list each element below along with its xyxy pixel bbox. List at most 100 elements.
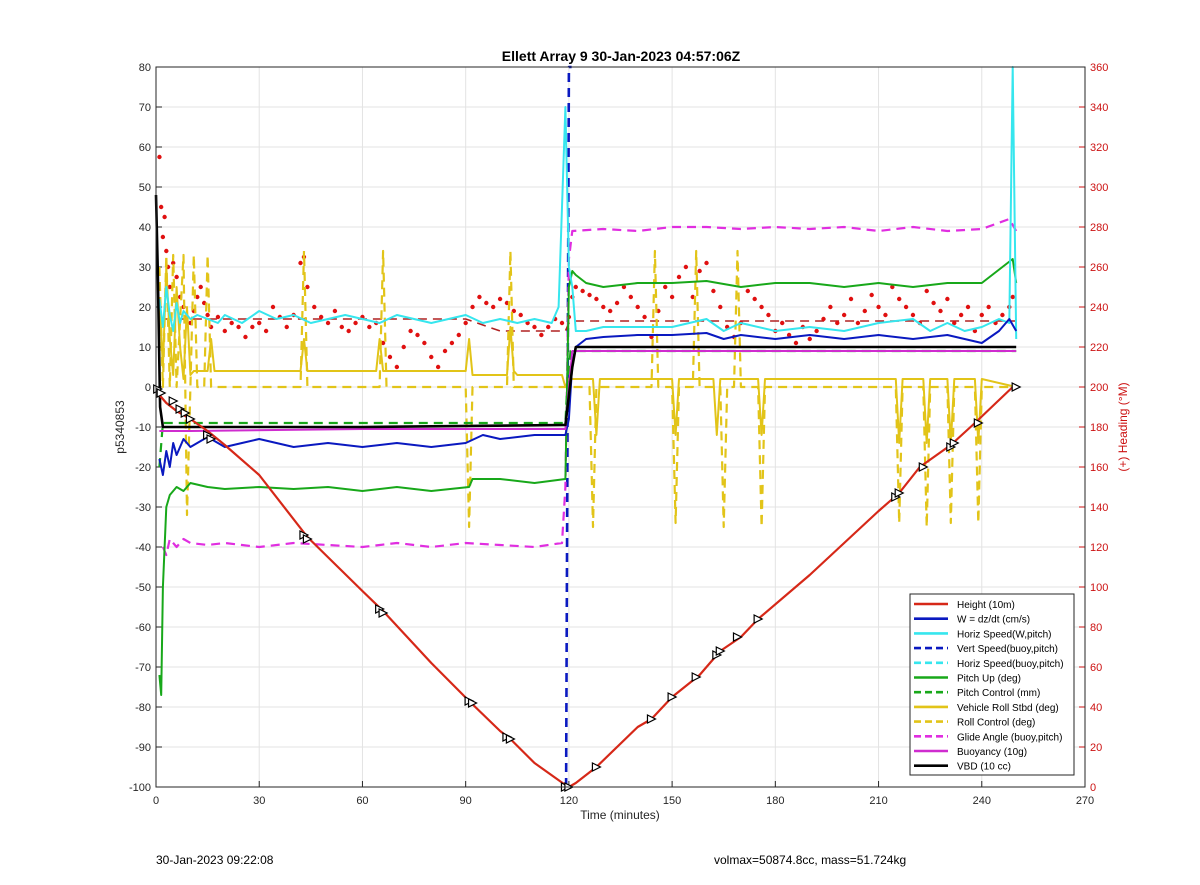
heading-point (958, 312, 964, 318)
right-tick-label: 0 (1090, 782, 1096, 794)
right-tick-label: 260 (1090, 262, 1108, 274)
heading-point (828, 304, 833, 310)
heading-point (780, 320, 785, 326)
heading-point (1000, 312, 1005, 318)
footer-timestamp: 30-Jan-2023 09:22:08 (156, 853, 274, 867)
heading-point (759, 304, 764, 310)
x-tick-label: 150 (663, 795, 681, 807)
series-roll-control-deg (158, 249, 1017, 529)
y-axis-label: p5340853 (113, 400, 127, 454)
heading-point (841, 312, 847, 318)
heading-point (222, 328, 228, 334)
height-marker (175, 404, 186, 414)
heading-point (332, 308, 338, 314)
heading-point (442, 348, 448, 354)
heading-point (869, 292, 874, 298)
height-marker-shape (378, 608, 389, 618)
heading-point (525, 320, 530, 326)
right-tick-label: 100 (1090, 582, 1108, 594)
heading-point (704, 260, 709, 266)
height-marker (715, 646, 726, 656)
height-marker-shape (302, 534, 313, 544)
heading-point (876, 304, 881, 310)
right-tick-label: 140 (1090, 502, 1108, 514)
heading-point (965, 304, 971, 310)
heading-point (745, 288, 751, 294)
legend-label: Vehicle Roll Stbd (deg) (957, 703, 1059, 714)
x-tick-label: 240 (973, 795, 991, 807)
heading-point (477, 294, 482, 300)
right-axis-ticks: 3603403203002802602402202001801601401201… (1079, 62, 1108, 794)
heading-point (257, 320, 262, 326)
height-marker-shape (715, 646, 726, 656)
x-tick-label: 270 (1076, 795, 1094, 807)
right-tick-label: 80 (1090, 622, 1102, 634)
heading-point (910, 312, 916, 318)
height-marker (894, 488, 905, 498)
heading-point (897, 296, 902, 302)
y-tick-label: -70 (135, 662, 151, 674)
heading-point (601, 304, 606, 310)
heading-point (883, 312, 888, 318)
y-tick-label: -60 (135, 622, 151, 634)
height-marker (1011, 382, 1022, 392)
y-tick-label: 20 (139, 302, 151, 314)
legend-label: Vert Speed(buoy,pitch) (957, 644, 1058, 655)
y-tick-label: -20 (135, 462, 151, 474)
heading-point (429, 354, 434, 360)
heading-point (164, 248, 169, 254)
height-marker (646, 714, 657, 724)
heading-point (312, 304, 317, 310)
height-marker-shape (918, 462, 929, 472)
heading-point (697, 268, 702, 274)
height-marker (156, 388, 167, 398)
right-axis-label: (+) Heading (°M) (1116, 382, 1130, 471)
right-tick-label: 220 (1090, 342, 1108, 354)
heading-point (986, 304, 991, 310)
heading-point (415, 332, 420, 338)
heading-point (229, 320, 234, 326)
height-marker-shape (156, 388, 167, 398)
heading-point (490, 304, 496, 310)
height-markers (153, 382, 1022, 792)
heading-point (195, 294, 200, 300)
heading-point (848, 296, 854, 302)
heading-point (205, 312, 210, 318)
heading-point (449, 340, 455, 346)
heading-point (924, 288, 929, 294)
heading-point (607, 308, 613, 314)
height-marker-shape (667, 692, 678, 702)
heading-point (160, 234, 166, 240)
height-marker-shape (591, 762, 602, 772)
heading-point (470, 304, 475, 310)
heading-point (270, 304, 276, 310)
height-marker-shape (505, 734, 516, 744)
heading-point (683, 264, 689, 270)
heading-point (587, 292, 592, 298)
heading-point (938, 308, 943, 314)
legend: Height (10m) W = dz/dt (cm/s) Horiz Speed(… (909, 593, 1075, 776)
heading-point (752, 296, 757, 302)
heading-point (162, 214, 167, 220)
height-marker-shape (646, 714, 657, 724)
heading-point (539, 332, 544, 338)
heading-point (401, 344, 406, 350)
heading-point (718, 304, 723, 310)
legend-label: Height (10m) (957, 600, 1015, 611)
y-tick-label: -10 (135, 422, 151, 434)
legend-label: Buoyancy (10g) (957, 747, 1027, 758)
legend-label: Horiz Speed(buoy,pitch) (957, 659, 1064, 670)
heading-point (711, 288, 716, 294)
right-tick-label: 300 (1090, 182, 1108, 194)
series-w-dz-dt-cm-s (158, 318, 1018, 476)
plot-frame (155, 66, 1086, 788)
heading-point (198, 284, 203, 290)
heading-point (931, 300, 936, 306)
height-marker-shape (894, 488, 905, 498)
height-marker-shape (753, 614, 764, 624)
height-marker-shape (949, 438, 960, 448)
right-tick-label: 240 (1090, 302, 1108, 314)
right-tick-label: 40 (1090, 702, 1102, 714)
footer-stats: volmax=50874.8cc, mass=51.724kg (714, 853, 907, 867)
heading-point (422, 340, 427, 346)
